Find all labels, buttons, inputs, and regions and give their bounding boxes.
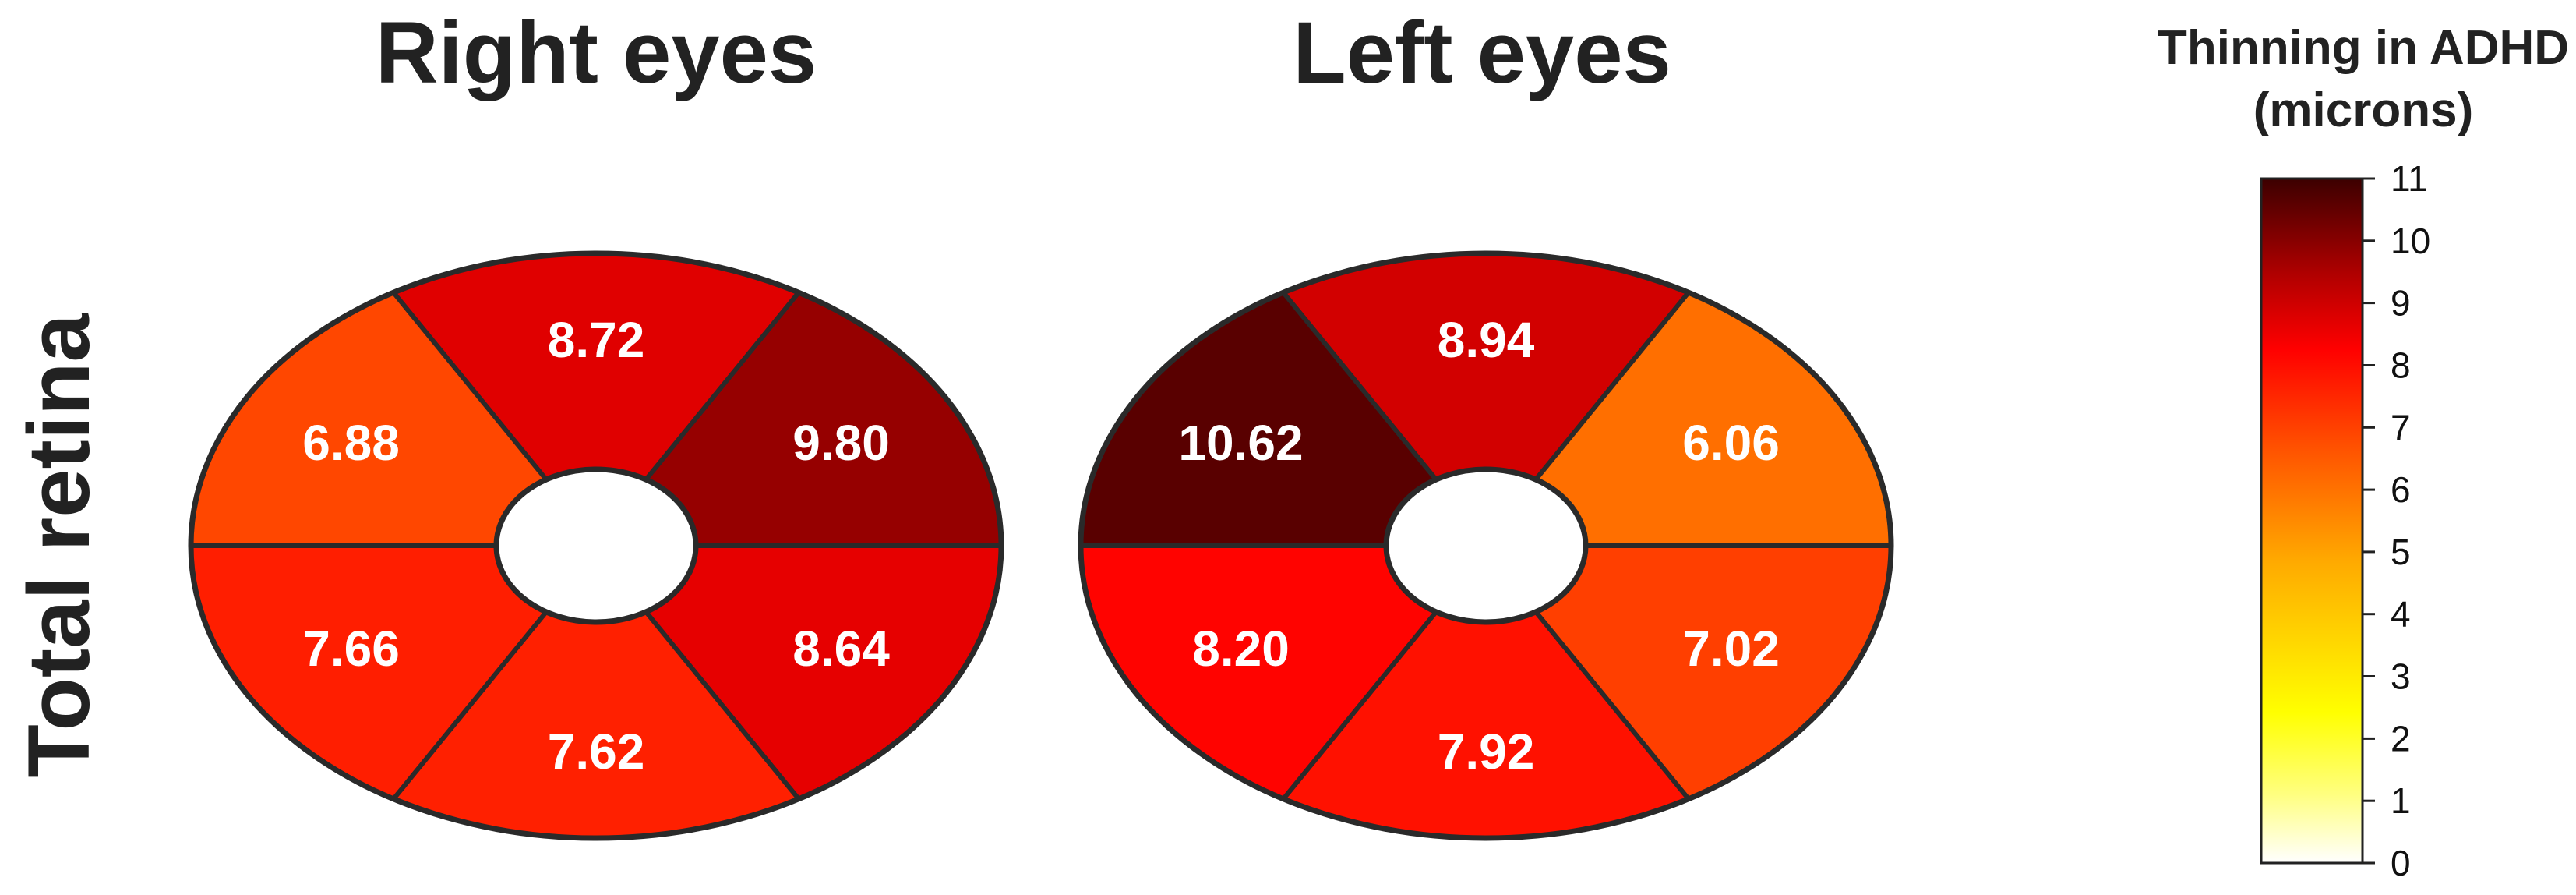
colorbar-tick-label: 3 <box>2391 656 2411 697</box>
sector-value-top: 8.72 <box>548 312 645 368</box>
sector-value-upper-left: 10.62 <box>1178 415 1303 471</box>
colorbar-tick-label: 7 <box>2391 407 2411 448</box>
panel-right-eyes: 8.72 9.80 8.64 7.62 7.66 6.88 <box>188 250 1004 841</box>
sector-value-upper-left: 6.88 <box>302 415 400 471</box>
colorbar-tick-label: 8 <box>2391 345 2411 386</box>
outer-ellipse <box>1078 250 1894 841</box>
sector-value-lower-right: 7.02 <box>1682 621 1780 677</box>
panel-left-eyes: 8.94 6.06 7.02 7.92 8.20 10.62 <box>1078 250 1894 841</box>
sector-value-bottom: 7.62 <box>548 723 645 780</box>
colorbar-tick-label: 6 <box>2391 469 2411 510</box>
colorbar-title-line2: (microns) <box>2253 83 2473 137</box>
colorbar-ticks: 0 1 2 3 4 5 6 7 8 9 10 11 <box>2363 158 2430 883</box>
colorbar: Thinning in ADHD (microns) 0 1 2 3 4 5 6 7 8 9 10 1… <box>2158 21 2569 883</box>
colorbar-tick-label: 2 <box>2391 718 2411 759</box>
sector-value-bottom: 7.92 <box>1438 723 1535 780</box>
colorbar-tick-label: 5 <box>2391 532 2411 572</box>
colorbar-tick-label: 0 <box>2391 843 2411 883</box>
colorbar-tick-label: 10 <box>2391 221 2430 261</box>
sector-value-top: 8.94 <box>1438 312 1535 368</box>
outer-ellipse <box>188 250 1004 841</box>
sector-value-upper-right: 9.80 <box>792 415 890 471</box>
row-label: Total retina <box>10 313 108 778</box>
colorbar-tick-label: 9 <box>2391 283 2411 324</box>
sector-value-lower-left: 8.20 <box>1192 621 1290 677</box>
center-hole <box>493 466 699 625</box>
sector-value-lower-left: 7.66 <box>302 621 400 677</box>
colorbar-gradient <box>2260 177 2364 865</box>
panel-title-left-eyes: Left eyes <box>1293 4 1671 101</box>
colorbar-tick-label: 4 <box>2391 594 2411 635</box>
colorbar-title-line1: Thinning in ADHD <box>2158 21 2569 75</box>
sector-value-upper-right: 6.06 <box>1682 415 1780 471</box>
sector-value-lower-right: 8.64 <box>792 621 890 677</box>
colorbar-tick-label: 11 <box>2391 158 2428 199</box>
center-hole <box>1383 466 1589 625</box>
panel-title-right-eyes: Right eyes <box>376 4 817 101</box>
colorbar-tick-label: 1 <box>2391 780 2411 821</box>
